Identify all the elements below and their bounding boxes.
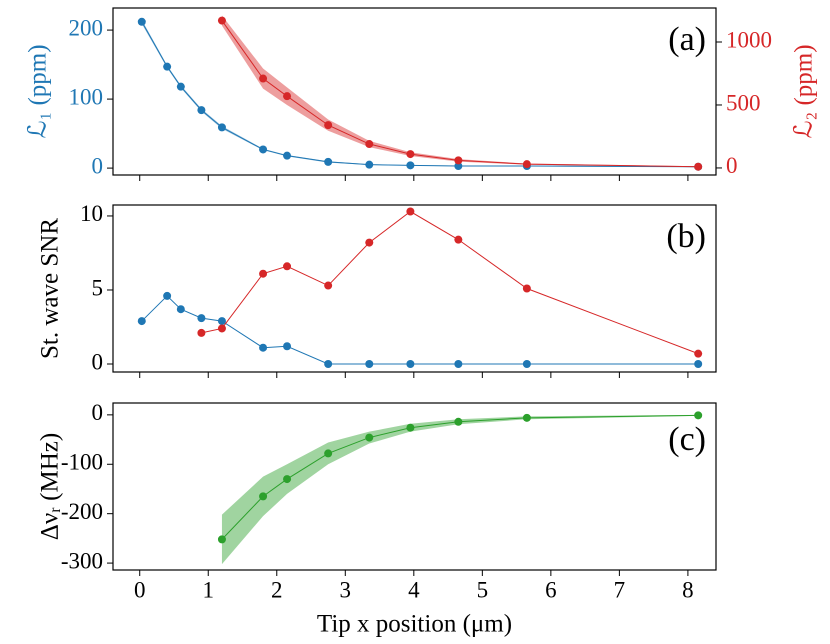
data-point: [365, 360, 374, 369]
data-point: [217, 317, 226, 326]
data-point: [259, 74, 268, 83]
x-tick-label: 7: [614, 577, 626, 602]
data-point: [454, 235, 463, 244]
x-tick-label: 3: [340, 577, 352, 602]
data-point: [259, 492, 268, 501]
y2-tick-label: 0: [726, 153, 738, 178]
data-point: [176, 305, 185, 314]
data-point: [197, 314, 206, 323]
x-tick-label: 4: [408, 577, 420, 602]
data-point: [283, 151, 292, 160]
data-point: [365, 238, 374, 247]
data-point: [522, 284, 531, 293]
data-point: [217, 123, 226, 132]
y-tick-label: -100: [61, 450, 103, 475]
plot-frame: [112, 7, 717, 176]
panel-label: (b): [666, 218, 706, 255]
x-tick-label: 5: [477, 577, 489, 602]
data-point: [694, 349, 703, 358]
x-tick-label: 1: [202, 577, 214, 602]
data-point: [324, 360, 333, 369]
y-tick-label: -200: [61, 499, 103, 524]
data-point: [217, 16, 226, 25]
data-point: [259, 343, 268, 352]
data-point: [454, 156, 463, 165]
data-point: [324, 281, 333, 290]
data-point: [406, 360, 415, 369]
series-line: [201, 210, 699, 355]
x-tick-label: 8: [682, 577, 694, 602]
data-point: [694, 360, 703, 369]
y-axis-label: ℒ₁ (ppm): [25, 44, 52, 138]
data-point: [324, 121, 333, 130]
panel-label: (c): [668, 421, 706, 458]
data-point: [217, 535, 226, 544]
plot-frame: [112, 402, 717, 571]
data-point: [694, 411, 703, 420]
data-point: [454, 360, 463, 369]
data-point: [522, 360, 531, 369]
data-point: [259, 145, 268, 154]
data-point: [176, 82, 185, 91]
data-point: [283, 342, 292, 351]
data-point: [137, 17, 146, 26]
data-point: [365, 140, 374, 149]
y-tick-label: -300: [61, 548, 103, 573]
data-point: [283, 92, 292, 101]
data-point: [365, 160, 374, 169]
y-axis-label: St. wave SNR: [37, 218, 64, 359]
data-point: [197, 106, 206, 115]
data-point: [283, 475, 292, 484]
data-point: [454, 162, 463, 171]
data-point: [406, 161, 415, 170]
data-point: [324, 449, 333, 458]
y2-tick-label: 500: [726, 90, 761, 115]
y2-tick-label: 1000: [726, 27, 772, 52]
error-band: [221, 15, 699, 168]
x-tick-label: 6: [545, 577, 557, 602]
y-tick-label: 5: [92, 275, 104, 300]
error-band: [141, 19, 699, 168]
data-point: [259, 269, 268, 278]
data-point: [163, 291, 172, 300]
data-point: [406, 207, 415, 216]
data-point: [283, 262, 292, 271]
error-band: [221, 414, 699, 565]
y-tick-label: 100: [69, 84, 104, 109]
data-point: [324, 157, 333, 166]
data-point: [406, 150, 415, 159]
y-axis-label: Δνᵣ (MHz): [37, 433, 64, 540]
x-tick-label: 0: [134, 577, 146, 602]
series-line: [141, 21, 699, 168]
y-tick-label: 10: [80, 201, 103, 226]
data-point: [694, 162, 703, 171]
data-point: [197, 328, 206, 337]
y-tick-label: 0: [92, 153, 104, 178]
data-point: [217, 324, 226, 333]
data-point: [454, 417, 463, 426]
y-tick-label: 0: [92, 349, 104, 374]
y-tick-label: 200: [69, 15, 104, 40]
x-axis-label: Tip x position (μm): [317, 611, 512, 638]
plot-frame: [112, 204, 717, 373]
data-point: [406, 423, 415, 432]
data-point: [163, 62, 172, 71]
data-point: [365, 433, 374, 442]
y2-axis-label: ℒ₂ (ppm): [791, 44, 818, 138]
data-point: [137, 317, 146, 326]
y-tick-label: 0: [92, 400, 104, 425]
panel-label: (a): [668, 21, 706, 58]
x-tick-label: 2: [271, 577, 283, 602]
data-point: [522, 160, 531, 169]
data-point: [522, 413, 531, 422]
